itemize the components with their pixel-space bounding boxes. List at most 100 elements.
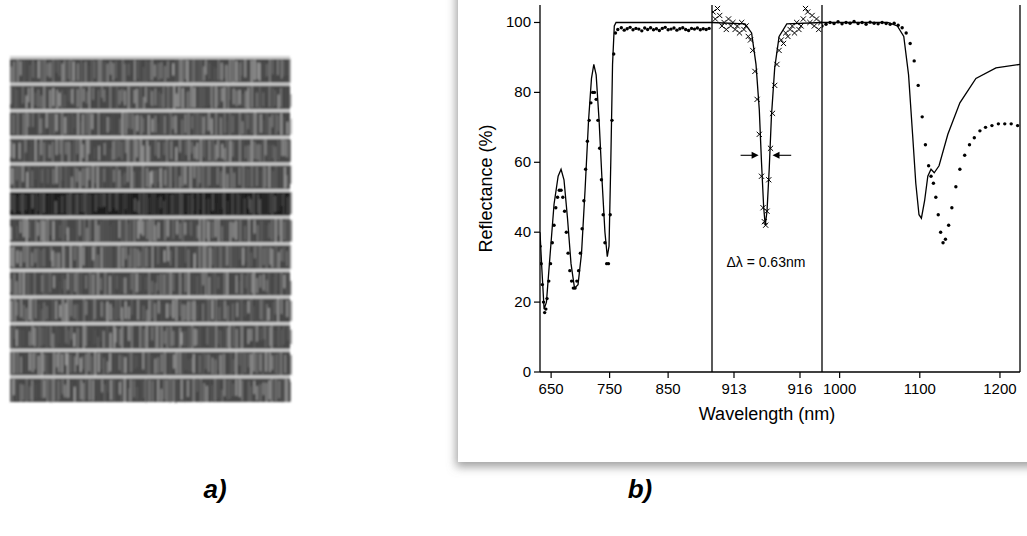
micrograph-streak — [226, 139, 227, 163]
micrograph-streak — [160, 196, 161, 208]
micrograph-streak — [53, 221, 54, 241]
micrograph-streak — [100, 329, 101, 341]
micrograph-streak — [128, 224, 129, 243]
y-tick-label: 60 — [514, 153, 531, 170]
micrograph-streak — [71, 89, 72, 104]
micrograph-streak — [220, 355, 221, 375]
micrograph-streak — [167, 84, 168, 109]
micrograph-streak — [251, 386, 252, 401]
micrograph-streak — [94, 329, 95, 344]
micrograph-streak — [281, 166, 282, 188]
micrograph-streak — [164, 274, 165, 295]
micrograph-streak — [289, 140, 290, 162]
micrograph-streak — [229, 301, 230, 320]
measured-point — [573, 286, 576, 289]
measured-point — [963, 154, 966, 157]
y-tick — [534, 371, 540, 372]
micrograph-streak — [194, 166, 195, 178]
micrograph-streak — [35, 63, 36, 79]
micrograph-streak — [179, 176, 180, 188]
micrograph-streak — [193, 59, 194, 83]
micrograph-streak — [38, 113, 39, 135]
micrograph-streak — [92, 297, 93, 322]
micrograph-streak — [286, 251, 287, 266]
micrograph-streak — [257, 194, 258, 213]
measured-point — [892, 21, 895, 24]
micrograph-streak — [68, 248, 69, 268]
micrograph-streak — [77, 352, 78, 365]
micrograph-streak — [146, 168, 147, 187]
y-axis-title: Reflectance (%) — [476, 124, 496, 252]
micrograph-streak — [155, 359, 156, 374]
micrograph-streak — [260, 275, 261, 288]
micrograph-streak — [194, 112, 195, 137]
micrograph-streak — [123, 193, 124, 215]
measured-point — [1003, 122, 1006, 125]
micrograph-streak — [236, 61, 237, 82]
micrograph-streak — [170, 272, 171, 295]
micrograph-streak — [46, 112, 47, 128]
micrograph-streak — [47, 88, 48, 107]
measured-point — [600, 178, 603, 181]
micrograph-streak — [206, 140, 207, 161]
micrograph-streak — [80, 358, 81, 372]
micrograph-streak — [67, 379, 68, 398]
micrograph-streak — [89, 379, 90, 400]
micrograph-streak — [53, 169, 54, 185]
micrograph-interface — [10, 189, 290, 192]
micrograph-streak — [70, 355, 71, 373]
micrograph-streak — [236, 90, 237, 106]
micrograph-streak — [224, 247, 225, 268]
micrograph-streak — [263, 382, 264, 395]
micrograph-interface — [10, 322, 290, 325]
micrograph-streak — [281, 59, 282, 79]
micrograph-streak — [197, 166, 198, 188]
micrograph-streak — [269, 86, 270, 107]
micrograph-streak — [59, 61, 60, 77]
micrograph-streak — [139, 275, 140, 292]
measured-point — [836, 20, 839, 23]
micrograph-streak — [97, 272, 98, 296]
micrograph-streak — [17, 59, 18, 82]
micrograph-streak — [82, 356, 83, 369]
micrograph-streak — [208, 199, 209, 216]
micrograph-streak — [32, 194, 33, 209]
micrograph-streak — [38, 166, 39, 189]
micrograph-streak — [83, 168, 84, 186]
micrograph-streak — [86, 112, 87, 134]
micrograph-streak — [127, 275, 128, 295]
micrograph-streak — [239, 139, 240, 162]
micrograph-streak — [182, 193, 183, 215]
micrograph-streak — [73, 88, 74, 106]
measured-point — [658, 29, 661, 32]
micrograph-streak — [94, 113, 95, 135]
micrograph-streak — [41, 275, 42, 292]
micrograph-streak — [248, 329, 249, 344]
micrograph-streak — [244, 198, 245, 214]
micrograph-streak — [175, 59, 176, 83]
micrograph-streak — [87, 245, 88, 263]
micrograph-streak — [188, 327, 189, 348]
micrograph-streak — [65, 219, 66, 234]
micrograph-streak — [110, 86, 111, 110]
x-tick — [668, 372, 669, 378]
micrograph-streak — [83, 383, 84, 401]
micrograph-streak — [91, 194, 92, 214]
micrograph-streak — [89, 66, 90, 81]
micrograph-streak — [49, 300, 50, 316]
micrograph-streak — [86, 139, 87, 161]
measured-point — [584, 168, 587, 171]
micrograph-streak — [32, 252, 33, 266]
micrograph-streak — [131, 166, 132, 189]
micrograph-streak — [191, 358, 192, 371]
micrograph-streak — [71, 326, 72, 339]
measured-point — [744, 23, 749, 28]
micrograph-streak — [124, 173, 125, 185]
micrograph-streak — [137, 249, 138, 267]
micrograph-streak — [115, 354, 116, 373]
micrograph-streak — [284, 302, 285, 316]
micrograph-streak — [284, 275, 285, 289]
micrograph-streak — [268, 144, 269, 160]
model-curve — [822, 22, 1020, 218]
micrograph-streak — [13, 352, 14, 374]
